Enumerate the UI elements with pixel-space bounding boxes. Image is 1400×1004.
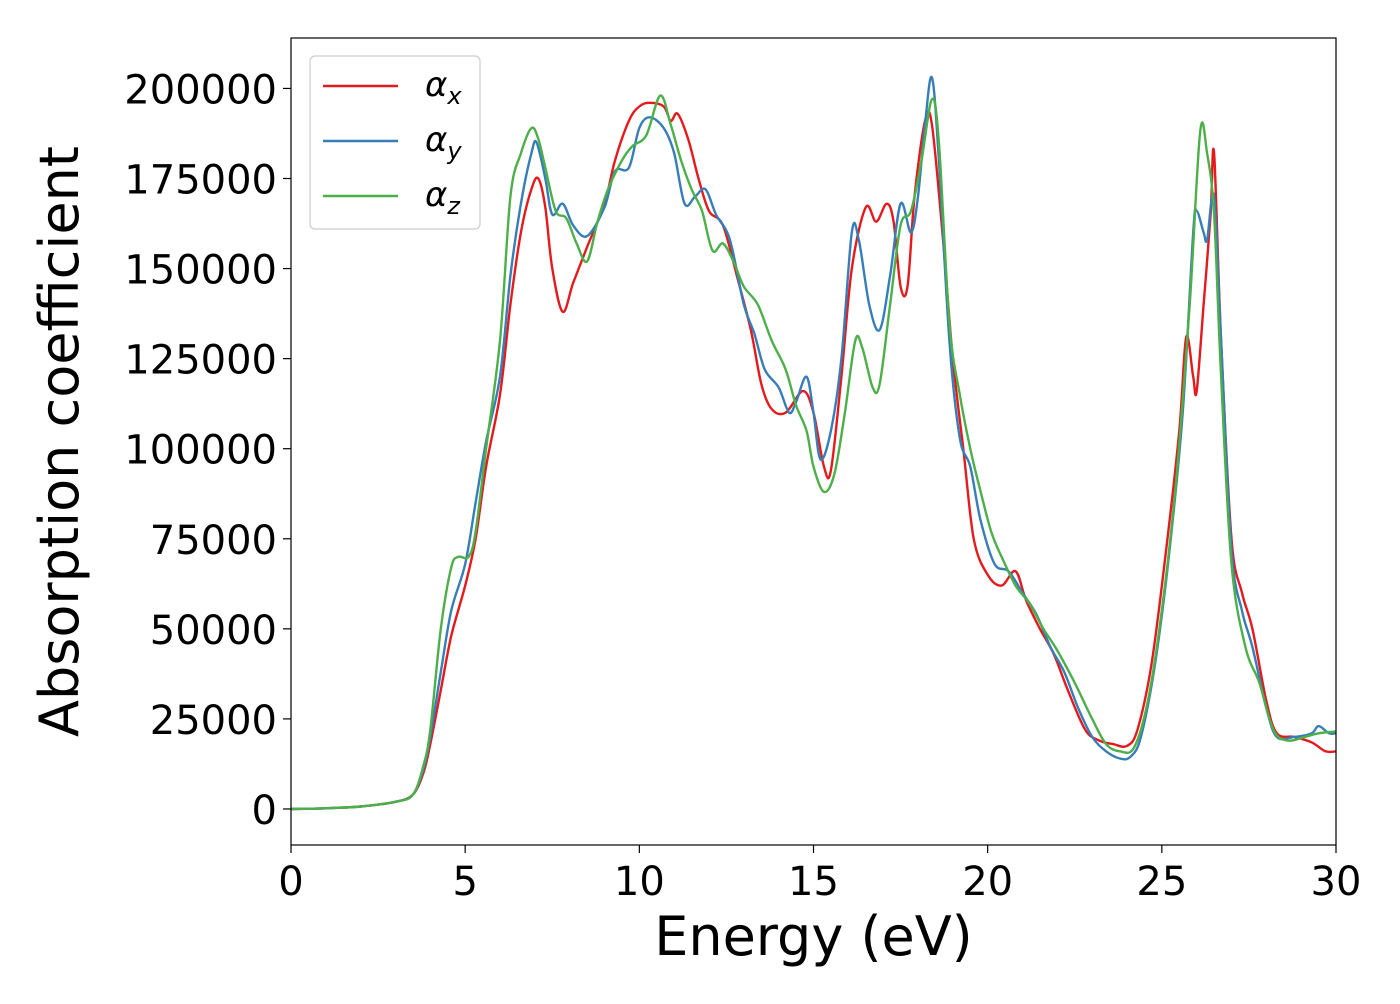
y-tick-label: 25000 [150,698,277,744]
legend-label-y: αy [425,120,462,165]
x-tick-label: 0 [278,859,303,905]
legend: αx αy αz [309,55,481,230]
y-tick-label: 50000 [150,608,277,654]
y-axis-label: Absorption coefficient [28,146,91,737]
x-axis-ticks: 0 5 10 15 20 25 30 [278,845,1361,905]
legend-label-z: αz [425,175,461,220]
y-tick-label: 0 [252,788,277,834]
x-tick-label: 15 [788,859,839,905]
legend-label-x: αx [425,65,462,110]
y-tick-label: 150000 [124,248,277,294]
series-line-z [291,94,1336,811]
legend-box [309,55,481,230]
y-axis-ticks: 0 25000 50000 75000 100000 125000 150000 175000… [124,67,291,834]
x-tick-label: 5 [452,859,477,905]
x-tick-label: 20 [962,859,1013,905]
y-tick-label: 100000 [124,428,277,474]
x-tick-label: 30 [1311,859,1362,905]
y-tick-label: 75000 [150,518,277,564]
series-line-x [291,101,1336,811]
x-axis-label: Energy (eV) [654,905,973,968]
y-tick-label: 125000 [124,338,277,384]
x-tick-label: 25 [1136,859,1187,905]
y-tick-label: 200000 [124,67,277,113]
x-tick-label: 10 [614,859,665,905]
series-layer [291,75,1336,811]
y-tick-label: 175000 [124,158,277,204]
